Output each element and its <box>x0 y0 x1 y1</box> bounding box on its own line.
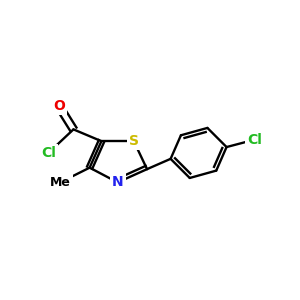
Text: Me: Me <box>50 176 70 189</box>
Text: Me: Me <box>50 176 70 189</box>
Text: O: O <box>53 99 65 113</box>
Text: Cl: Cl <box>247 133 262 147</box>
Text: N: N <box>112 176 123 189</box>
Text: Cl: Cl <box>41 146 56 160</box>
Text: Cl: Cl <box>41 146 56 160</box>
Text: N: N <box>112 176 123 189</box>
Text: Cl: Cl <box>247 133 262 147</box>
Text: S: S <box>129 134 139 148</box>
Text: O: O <box>53 99 65 113</box>
Text: S: S <box>129 134 139 148</box>
